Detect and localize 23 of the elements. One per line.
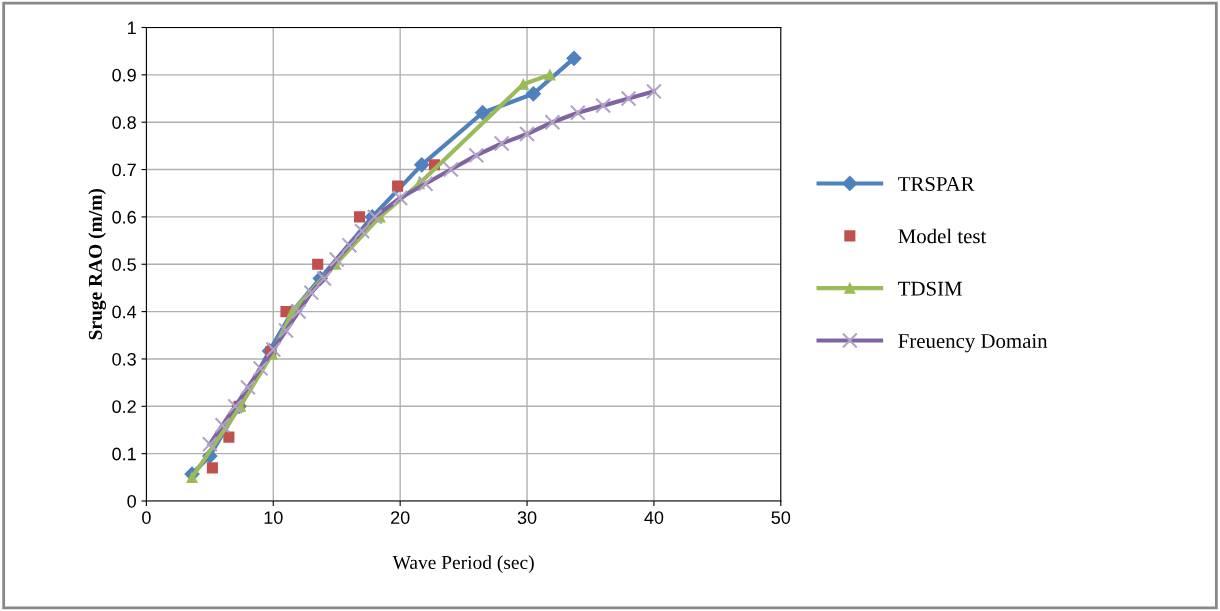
y-tick-label: 0.3 — [112, 352, 136, 366]
y-tick-label: 0.7 — [112, 163, 136, 177]
y-axis-title: Sruge RAO (m/m) — [88, 188, 107, 340]
legend-label: Model test — [898, 228, 987, 244]
legend-label: TRSPAR — [898, 176, 975, 191]
x-tick-label: 20 — [391, 511, 410, 524]
x-tick-label: 40 — [644, 511, 664, 524]
y-tick-label: 0.9 — [112, 68, 136, 82]
y-tick-label: 0.8 — [112, 116, 136, 129]
legend-label: TDSIM — [898, 281, 962, 296]
y-tick-label: 1 — [128, 21, 136, 35]
y-tick-label: 0 — [127, 494, 136, 508]
x-tick-label: 30 — [517, 511, 537, 524]
x-tick-label: 50 — [771, 511, 791, 524]
x-axis-title: Wave Period (sec) — [392, 555, 534, 573]
legend-label: Freuency Domain — [898, 334, 1048, 353]
x-tick-label: 10 — [264, 511, 283, 524]
y-tick-label: 0.4 — [112, 305, 137, 319]
y-tick-label: 0.2 — [112, 400, 136, 414]
x-tick-label: 0 — [142, 511, 151, 524]
y-tick-label: 0.6 — [112, 210, 136, 224]
y-tick-label: 0.1 — [112, 447, 136, 461]
y-tick-label: 0.5 — [112, 258, 136, 271]
